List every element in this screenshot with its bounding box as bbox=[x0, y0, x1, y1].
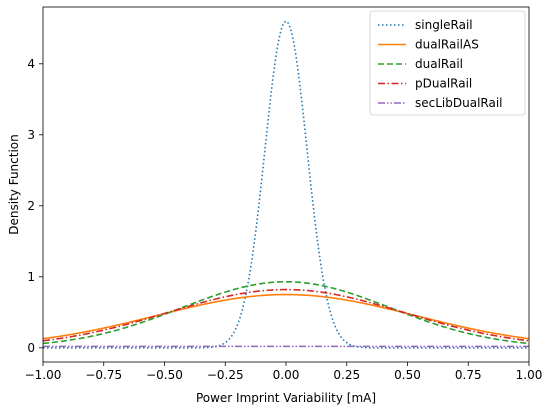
legend-label-singleRail: singleRail bbox=[415, 18, 473, 32]
x-tick-label: −0.75 bbox=[85, 368, 122, 382]
y-tick-label: 3 bbox=[27, 128, 35, 142]
series-line-dualRail bbox=[42, 280, 530, 345]
x-axis-ticks: −1.00 −0.75 −0.50 −0.25 0.00 0.25 0.50 0.75 1.00 bbox=[25, 362, 543, 382]
legend-label-secLibDualRail: secLibDualRail bbox=[415, 96, 503, 110]
x-tick-label: 0.00 bbox=[273, 368, 300, 382]
series-curves bbox=[42, 20, 530, 349]
x-tick-label: 0.25 bbox=[333, 368, 360, 382]
x-tick-label: −0.50 bbox=[146, 368, 183, 382]
y-axis-label: Density Function bbox=[7, 134, 21, 234]
y-tick-label: 2 bbox=[27, 199, 35, 213]
x-tick-label: 0.50 bbox=[394, 368, 421, 382]
y-tick-label: 0 bbox=[27, 341, 35, 355]
legend-label-dualRailAS: dualRailAS bbox=[415, 38, 479, 52]
x-tick-label: −0.25 bbox=[207, 368, 244, 382]
legend-label-pDualRail: pDualRail bbox=[415, 77, 472, 91]
x-tick-label: 1.00 bbox=[516, 368, 543, 382]
series-line-singleRail bbox=[43, 20, 529, 349]
series-line-pDualRail bbox=[42, 288, 530, 342]
y-tick-label: 4 bbox=[27, 57, 35, 71]
x-tick-label: −1.00 bbox=[25, 368, 62, 382]
series-line-dualRailAS bbox=[42, 293, 530, 340]
legend-label-dualRail: dualRail bbox=[415, 57, 463, 71]
legend-box bbox=[369, 10, 526, 116]
x-axis-label: Power Imprint Variability [mA] bbox=[196, 391, 376, 405]
x-tick-label: 0.75 bbox=[455, 368, 482, 382]
legend: singleRail dualRailAS dualRail pDualRail sec… bbox=[369, 10, 526, 116]
y-tick-label: 1 bbox=[27, 270, 35, 284]
y-axis-ticks: 0 1 2 3 4 bbox=[27, 57, 43, 355]
